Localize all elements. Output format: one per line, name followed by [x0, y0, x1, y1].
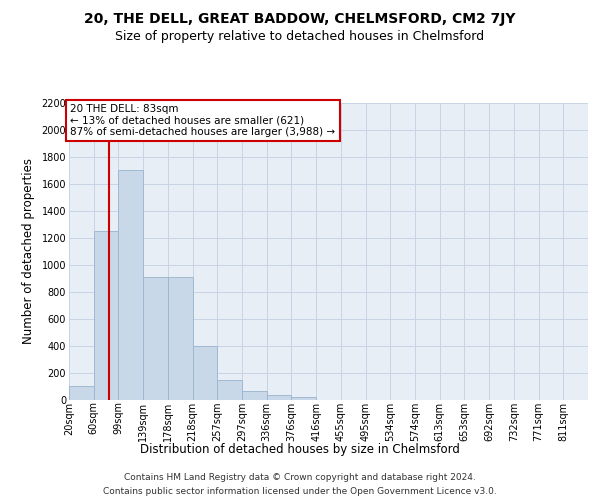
Bar — [267, 396, 292, 400]
Bar — [118, 170, 143, 400]
Bar — [292, 396, 316, 400]
Y-axis label: Number of detached properties: Number of detached properties — [22, 158, 35, 344]
Bar — [242, 391, 267, 400]
Text: 20 THE DELL: 83sqm
← 13% of detached houses are smaller (621)
87% of semi-detach: 20 THE DELL: 83sqm ← 13% of detached hou… — [70, 104, 335, 137]
Text: Contains HM Land Registry data © Crown copyright and database right 2024.: Contains HM Land Registry data © Crown c… — [124, 472, 476, 482]
Text: Contains public sector information licensed under the Open Government Licence v3: Contains public sector information licen… — [103, 488, 497, 496]
Bar — [168, 277, 193, 400]
Bar — [193, 346, 217, 400]
Text: Distribution of detached houses by size in Chelmsford: Distribution of detached houses by size … — [140, 442, 460, 456]
Bar — [217, 380, 242, 400]
Bar — [143, 277, 168, 400]
Bar — [94, 231, 118, 400]
Text: Size of property relative to detached houses in Chelmsford: Size of property relative to detached ho… — [115, 30, 485, 43]
Text: 20, THE DELL, GREAT BADDOW, CHELMSFORD, CM2 7JY: 20, THE DELL, GREAT BADDOW, CHELMSFORD, … — [84, 12, 516, 26]
Bar — [69, 386, 94, 400]
